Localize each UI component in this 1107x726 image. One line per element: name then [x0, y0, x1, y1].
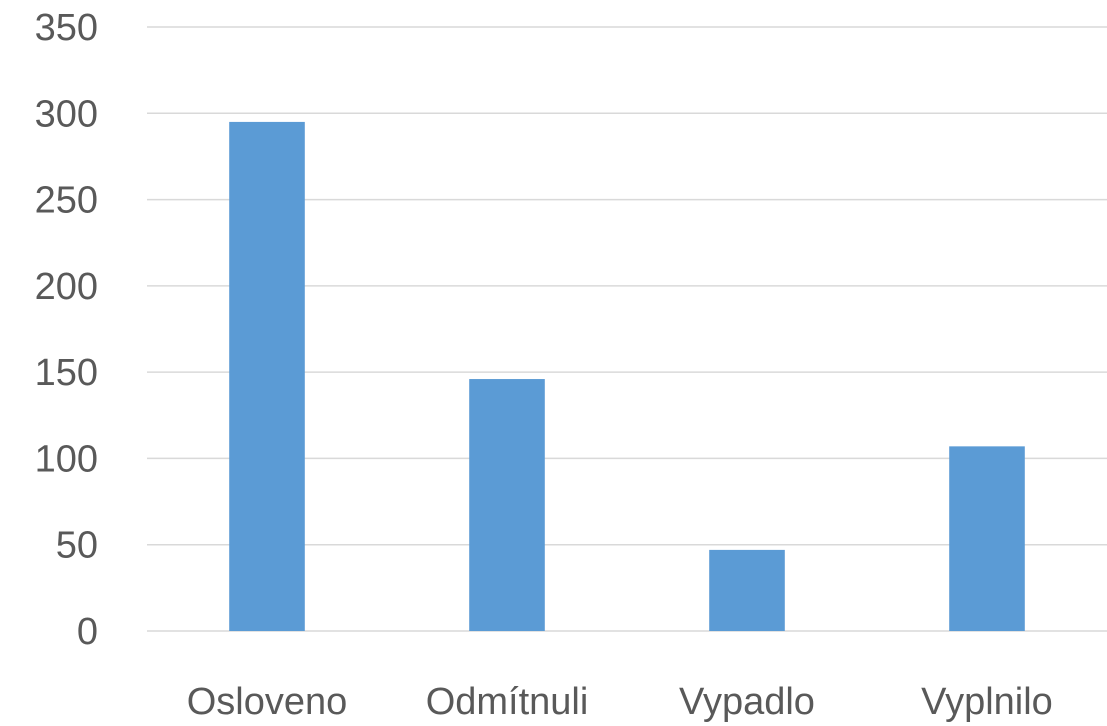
- x-tick-label: Vyplnilo: [921, 681, 1053, 723]
- x-tick-label: Vypadlo: [679, 681, 815, 723]
- bars: [229, 121, 1025, 632]
- y-tick-label: 0: [77, 611, 98, 653]
- x-tick-label: Osloveno: [187, 681, 348, 723]
- bar-osloveno: [229, 121, 305, 632]
- y-tick-label: 150: [35, 352, 98, 394]
- y-tick-label: 350: [35, 7, 98, 49]
- bar-vypadlo: [709, 549, 785, 631]
- y-tick-label: 250: [35, 180, 98, 222]
- x-tick-label: Odmítnuli: [426, 681, 589, 723]
- bar-odmítnuli: [469, 379, 545, 631]
- bar-vyplnilo: [949, 446, 1025, 631]
- y-tick-label: 300: [35, 93, 98, 135]
- x-axis-tick-labels: Osloveno Odmítnuli Vypadlo Vyplnilo: [187, 681, 1053, 723]
- y-tick-label: 100: [35, 438, 98, 480]
- y-axis-tick-labels: 0 50 100 150 200 250 300 350: [35, 7, 98, 653]
- y-tick-label: 200: [35, 266, 98, 308]
- y-tick-label: 50: [56, 525, 98, 567]
- gridlines: [147, 26, 1107, 632]
